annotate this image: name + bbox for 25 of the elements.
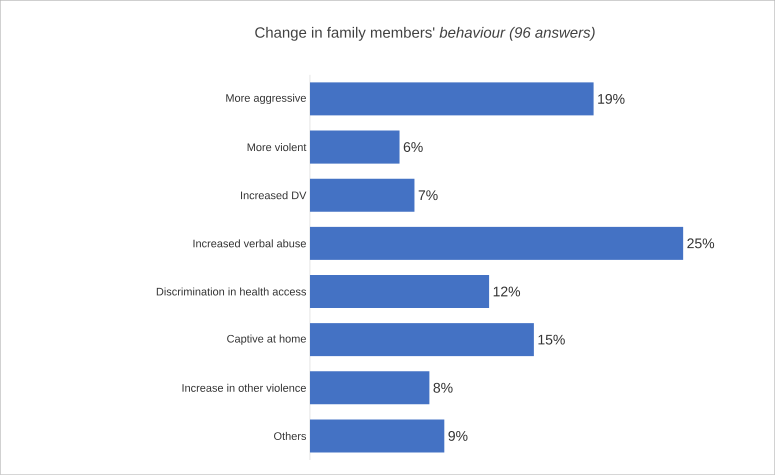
y-tick-label: More aggressive bbox=[226, 94, 306, 104]
bar bbox=[310, 323, 534, 356]
data-label: 15% bbox=[538, 334, 565, 345]
chart-title: Change in family members' behaviour (96 answers) bbox=[255, 26, 595, 41]
bar bbox=[310, 226, 684, 260]
bar bbox=[310, 178, 414, 212]
bar bbox=[310, 420, 444, 453]
y-tick-label: More violent bbox=[248, 143, 306, 152]
y-tick-label: Increased verbal abuse bbox=[193, 239, 306, 248]
y-tick-label: Discrimination in health access bbox=[156, 288, 306, 296]
y-tick-label: Increase in other violence bbox=[182, 384, 306, 392]
bar bbox=[310, 82, 594, 116]
y-tick-label: Increased DV bbox=[241, 191, 306, 200]
data-label: 25% bbox=[687, 238, 714, 248]
data-label: 8% bbox=[434, 382, 453, 393]
bar bbox=[310, 371, 430, 404]
y-tick-label: Captive at home bbox=[227, 334, 306, 345]
data-label: 9% bbox=[448, 431, 468, 441]
data-label: 19% bbox=[598, 94, 625, 104]
data-label: 6% bbox=[404, 142, 423, 152]
data-label: 12% bbox=[494, 286, 520, 296]
bar bbox=[310, 275, 490, 308]
y-tick-label: Others bbox=[274, 432, 306, 440]
data-label: 7% bbox=[418, 190, 438, 200]
bar bbox=[310, 130, 400, 164]
